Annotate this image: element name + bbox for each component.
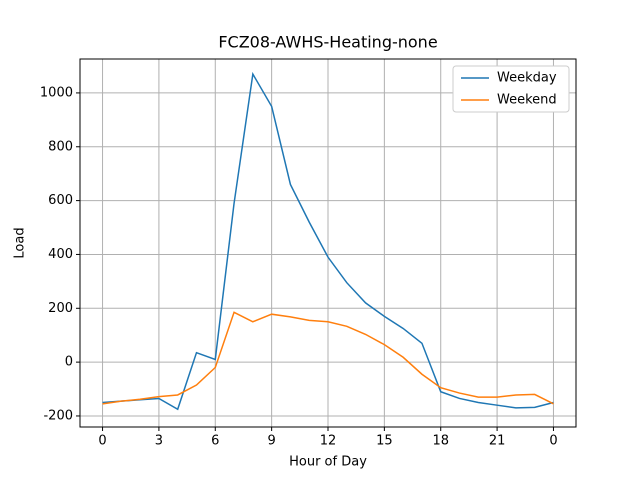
legend-label: Weekend [497, 93, 557, 108]
y-axis-label: Load [13, 227, 28, 258]
x-tick-label: 12 [320, 434, 337, 449]
y-tick-label: 1000 [40, 85, 73, 100]
y-tick-label: 0 [65, 355, 73, 370]
y-tick-label: 800 [48, 139, 73, 154]
x-axis-label: Hour of Day [289, 455, 367, 470]
y-tick-label: 200 [48, 301, 73, 316]
x-tick-label: 9 [267, 434, 275, 449]
y-tick-label: 400 [48, 247, 73, 262]
x-tick-label: 3 [155, 434, 163, 449]
y-tick-label: 600 [48, 193, 73, 208]
x-tick-label: 0 [549, 434, 557, 449]
x-tick-label: 0 [98, 434, 106, 449]
x-tick-label: 21 [489, 434, 506, 449]
x-tick-label: 6 [211, 434, 219, 449]
plot-frame [79, 58, 577, 428]
legend-label: Weekday [497, 71, 557, 86]
chart-title: FCZ08-AWHS-Heating-none [218, 33, 437, 52]
x-tick-label: 15 [376, 434, 393, 449]
series-line [102, 311, 554, 405]
series-line [102, 71, 554, 411]
x-tick-label: 18 [432, 434, 449, 449]
y-tick-label: -200 [43, 408, 73, 423]
